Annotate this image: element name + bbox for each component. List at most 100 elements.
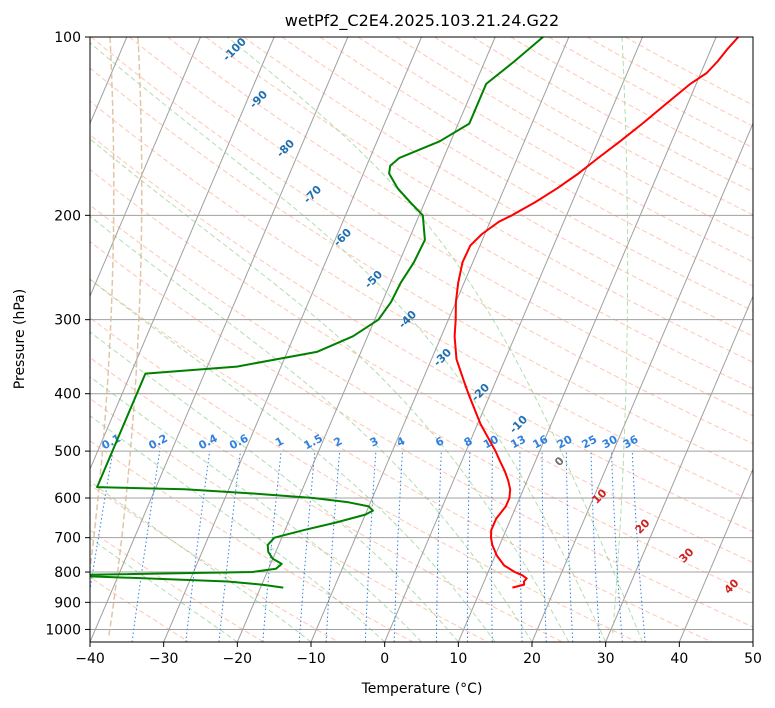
dry-adiabat-line (90, 134, 753, 533)
mixing-ratio-label: 13 (508, 433, 528, 452)
moist-adiabat-line (90, 215, 533, 642)
mixing-ratio-label: 4 (394, 434, 407, 449)
mixing-ratio-line (590, 451, 601, 642)
moist-adiabat-line (90, 537, 238, 642)
dry-adiabat-line (243, 37, 753, 337)
moist-adiabat-label: -100 (220, 35, 249, 64)
isotherm-line (678, 467, 753, 642)
y-tick-label: 1000 (45, 622, 81, 638)
isotherm-line (384, 37, 643, 642)
moist-adiabat-line (90, 376, 422, 642)
moist-adiabat-label: -70 (301, 183, 324, 206)
moist-adiabat-label: 0 (552, 454, 567, 469)
isotherm-line (605, 295, 753, 642)
y-tick-label: 900 (54, 595, 81, 611)
dry-adiabat-line (281, 37, 753, 312)
mixing-ratio-line (90, 451, 114, 593)
y-tick-label: 800 (54, 565, 81, 581)
x-tick-label: 40 (670, 651, 688, 667)
mixing-ratio-label: 0.6 (227, 432, 251, 453)
mixing-ratio-line (393, 451, 403, 642)
x-tick-label: 30 (597, 651, 615, 667)
moist-adiabat-line (90, 480, 312, 642)
y-tick-label: 700 (54, 531, 81, 547)
x-axis: −40 −30 −20 −10 0 10 20 30 40 50 (75, 642, 762, 667)
isotherm-line (531, 122, 753, 642)
dry-adiabat-line (510, 37, 753, 171)
dry-adiabat-line (90, 204, 753, 595)
curved-adiabat-line (90, 37, 115, 576)
moist-adiabat-label: -90 (247, 88, 270, 111)
dry-adiabat-line (548, 37, 753, 149)
isotherm-line (90, 37, 349, 642)
curved-adiabat-line (107, 37, 143, 638)
mixing-ratio-line (611, 451, 623, 642)
mixing-ratio-label: 25 (580, 433, 600, 452)
moist-adiabat-line (90, 331, 459, 642)
mixing-ratio-label: 16 (531, 433, 551, 452)
moist-adiabat-label: -30 (431, 346, 454, 369)
y-axis-label: Pressure (hPa) (12, 289, 28, 389)
dry-adiabat-line (357, 37, 753, 263)
y-tick-label: 100 (54, 30, 81, 46)
plot-clip-group: 0.1 0.2 0.4 0.6 1 1.5 2 3 4 6 8 10 13 16 20 25 30 36-100-… (90, 35, 753, 642)
mixing-ratio-line (466, 451, 471, 642)
mixing-ratio-line (631, 451, 646, 642)
x-tick-label: 0 (380, 651, 389, 667)
moist-adiabat-label: -20 (469, 381, 492, 404)
moist-adiabat-label: -40 (396, 308, 419, 331)
dry-adiabat-line (129, 37, 753, 417)
dry-adiabat-line (90, 356, 563, 642)
isotherm-line (236, 37, 496, 642)
moist-adiabat-label: -60 (331, 226, 354, 249)
x-tick-label: −20 (223, 651, 253, 667)
moist-adiabat-line (90, 278, 496, 642)
dry-adiabat-line (319, 37, 753, 287)
dry-adiabat-label: 40 (722, 576, 742, 596)
dry-adiabat-line (90, 440, 414, 642)
y-tick-label: 500 (54, 444, 81, 460)
mixing-ratio-label: 1 (273, 434, 286, 449)
mixing-ratio-line (131, 451, 161, 642)
isotherm-line (752, 640, 753, 642)
dry-adiabat-line (90, 67, 753, 473)
chart-title: wetPf2_C2E4.2025.103.21.24.G22 (285, 11, 559, 31)
dry-adiabat-line (396, 37, 753, 239)
plot-frame (89, 36, 754, 643)
mixing-ratio-line (298, 451, 316, 642)
dry-adiabat-line (90, 576, 190, 642)
dry-adiabat-line (90, 529, 264, 642)
moist-adiabat-line (227, 37, 643, 642)
isotherm-line (163, 37, 422, 642)
mixing-ratio-label: 6 (433, 434, 446, 449)
isotherm-line (90, 37, 201, 298)
dry-adiabat-line (90, 278, 712, 642)
x-tick-label: 10 (449, 651, 467, 667)
dry-adiabat-line (167, 37, 753, 390)
mixing-ratio-label: 8 (462, 434, 475, 449)
dry-adiabat-line (90, 317, 638, 642)
mixing-ratio-label: 20 (555, 433, 575, 452)
mixing-ratio-line (218, 451, 241, 642)
x-tick-label: −10 (296, 651, 326, 667)
moist-adiabat-label: -80 (274, 137, 297, 160)
x-tick-label: −30 (149, 651, 179, 667)
y-tick-label: 200 (54, 208, 81, 224)
dry-adiabat-line (205, 37, 753, 363)
moist-adiabat-label: -10 (507, 413, 530, 436)
mixing-ratio-label: 0.2 (146, 432, 169, 453)
mixing-ratio-label: 30 (600, 433, 620, 452)
dry-adiabat-line (90, 484, 339, 642)
moist-adiabat-line (90, 138, 570, 642)
y-tick-label: 600 (54, 491, 81, 507)
dry-adiabat-line (90, 37, 753, 445)
y-axis: 100 200 300 400 500 600 700 800 900 1000 (45, 30, 90, 638)
mixing-ratio-line (435, 451, 442, 642)
dry-adiabat-label: 20 (633, 516, 653, 536)
x-tick-label: −40 (75, 651, 105, 667)
x-tick-label: 50 (744, 651, 762, 667)
mixing-ratio-label: 2 (332, 434, 345, 449)
x-tick-label: 20 (523, 651, 541, 667)
moist-adiabat-line (90, 415, 386, 642)
